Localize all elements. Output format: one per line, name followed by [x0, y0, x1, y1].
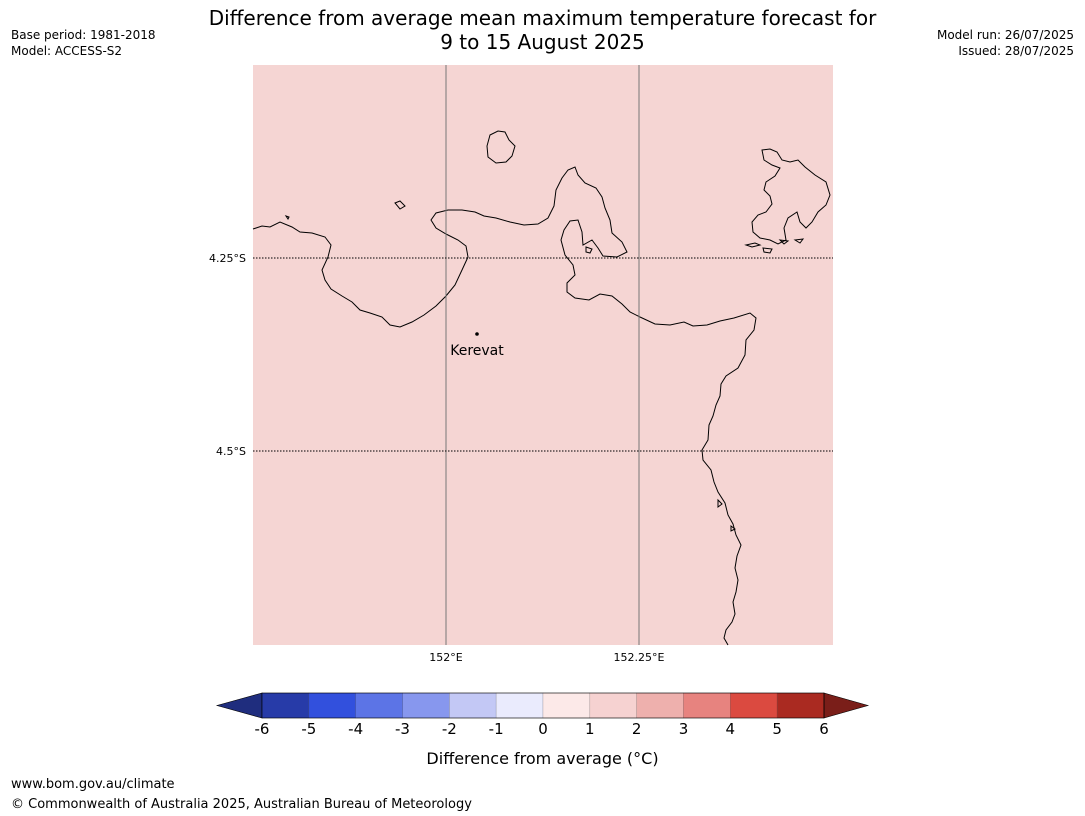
- colorbar-segment: [261, 692, 310, 719]
- meta-right: Model run: 26/07/2025 Issued: 28/07/2025: [937, 27, 1074, 59]
- issued-date: Issued: 28/07/2025: [958, 44, 1074, 58]
- colorbar-tick-label: 1: [585, 720, 595, 738]
- colorbar-segment: [542, 692, 591, 719]
- lon-label-152: 152°E: [429, 651, 462, 664]
- coastline: [252, 130, 831, 646]
- colorbar-segment: [683, 692, 731, 719]
- footer-url: www.bom.gov.au/climate: [11, 777, 175, 792]
- colorbar-tick-label: 4: [726, 720, 736, 738]
- map-panel: [253, 65, 833, 645]
- footer-copyright: © Commonwealth of Australia 2025, Austra…: [11, 797, 472, 812]
- base-period: Base period: 1981-2018: [11, 28, 156, 42]
- colorbar-segment: [308, 692, 356, 719]
- lon-label-152-25: 152.25°E: [614, 651, 665, 664]
- colorbar-outline: [261, 692, 825, 719]
- model-run: Model run: 26/07/2025: [936, 28, 1074, 42]
- colorbar-tick-label: -5: [301, 720, 316, 738]
- colorbar-tick-label: 0: [538, 720, 548, 738]
- colorbar-segment: [589, 692, 637, 719]
- lat-label-4-25: 4.25°S: [209, 252, 246, 265]
- colorbar-tick-label: 5: [772, 720, 782, 738]
- colorbar-segment: [730, 692, 778, 719]
- map-title: Difference from average mean maximum tem…: [0, 6, 1085, 54]
- colorbar-label: Difference from average (°C): [426, 749, 659, 768]
- colorbar-segment: [636, 692, 684, 719]
- colorbar-tick-label: 2: [632, 720, 642, 738]
- colorbar-tick-label: -6: [255, 720, 270, 738]
- colorbar-segment: [402, 692, 450, 719]
- model-name: Model: ACCESS-S2: [11, 44, 123, 58]
- lat-label-4-5: 4.5°S: [216, 445, 246, 458]
- colorbar-tick-label: -3: [395, 720, 410, 738]
- colorbar-segment: [449, 692, 497, 719]
- colorbar-tick-label: -2: [442, 720, 457, 738]
- colorbar-segment: [776, 692, 825, 719]
- colorbar-over-arrow: [823, 692, 870, 719]
- meta-left: Base period: 1981-2018 Model: ACCESS-S2: [11, 27, 156, 59]
- colorbar-ticks: -6 -5 -4 -3 -2 -1 0 1 2 3 4 5 6: [255, 720, 829, 738]
- footer: www.bom.gov.au/climate © Commonwealth of…: [11, 775, 472, 815]
- kerevat-marker: [475, 332, 479, 336]
- title-line-1: Difference from average mean maximum tem…: [208, 6, 877, 30]
- colorbar-under-arrow: [215, 692, 263, 719]
- colorbar-tick-label: -1: [489, 720, 504, 738]
- colorbar-segment: [355, 692, 403, 719]
- place-label: Kerevat: [450, 343, 504, 359]
- colorbar-tick-label: 3: [679, 720, 689, 738]
- title-line-2: 9 to 15 August 2025: [440, 30, 645, 54]
- colorbar: [215, 692, 870, 719]
- colorbar-tick-label: 6: [819, 720, 829, 738]
- colorbar-tick-label: -4: [348, 720, 363, 738]
- colorbar-segment: [495, 692, 544, 719]
